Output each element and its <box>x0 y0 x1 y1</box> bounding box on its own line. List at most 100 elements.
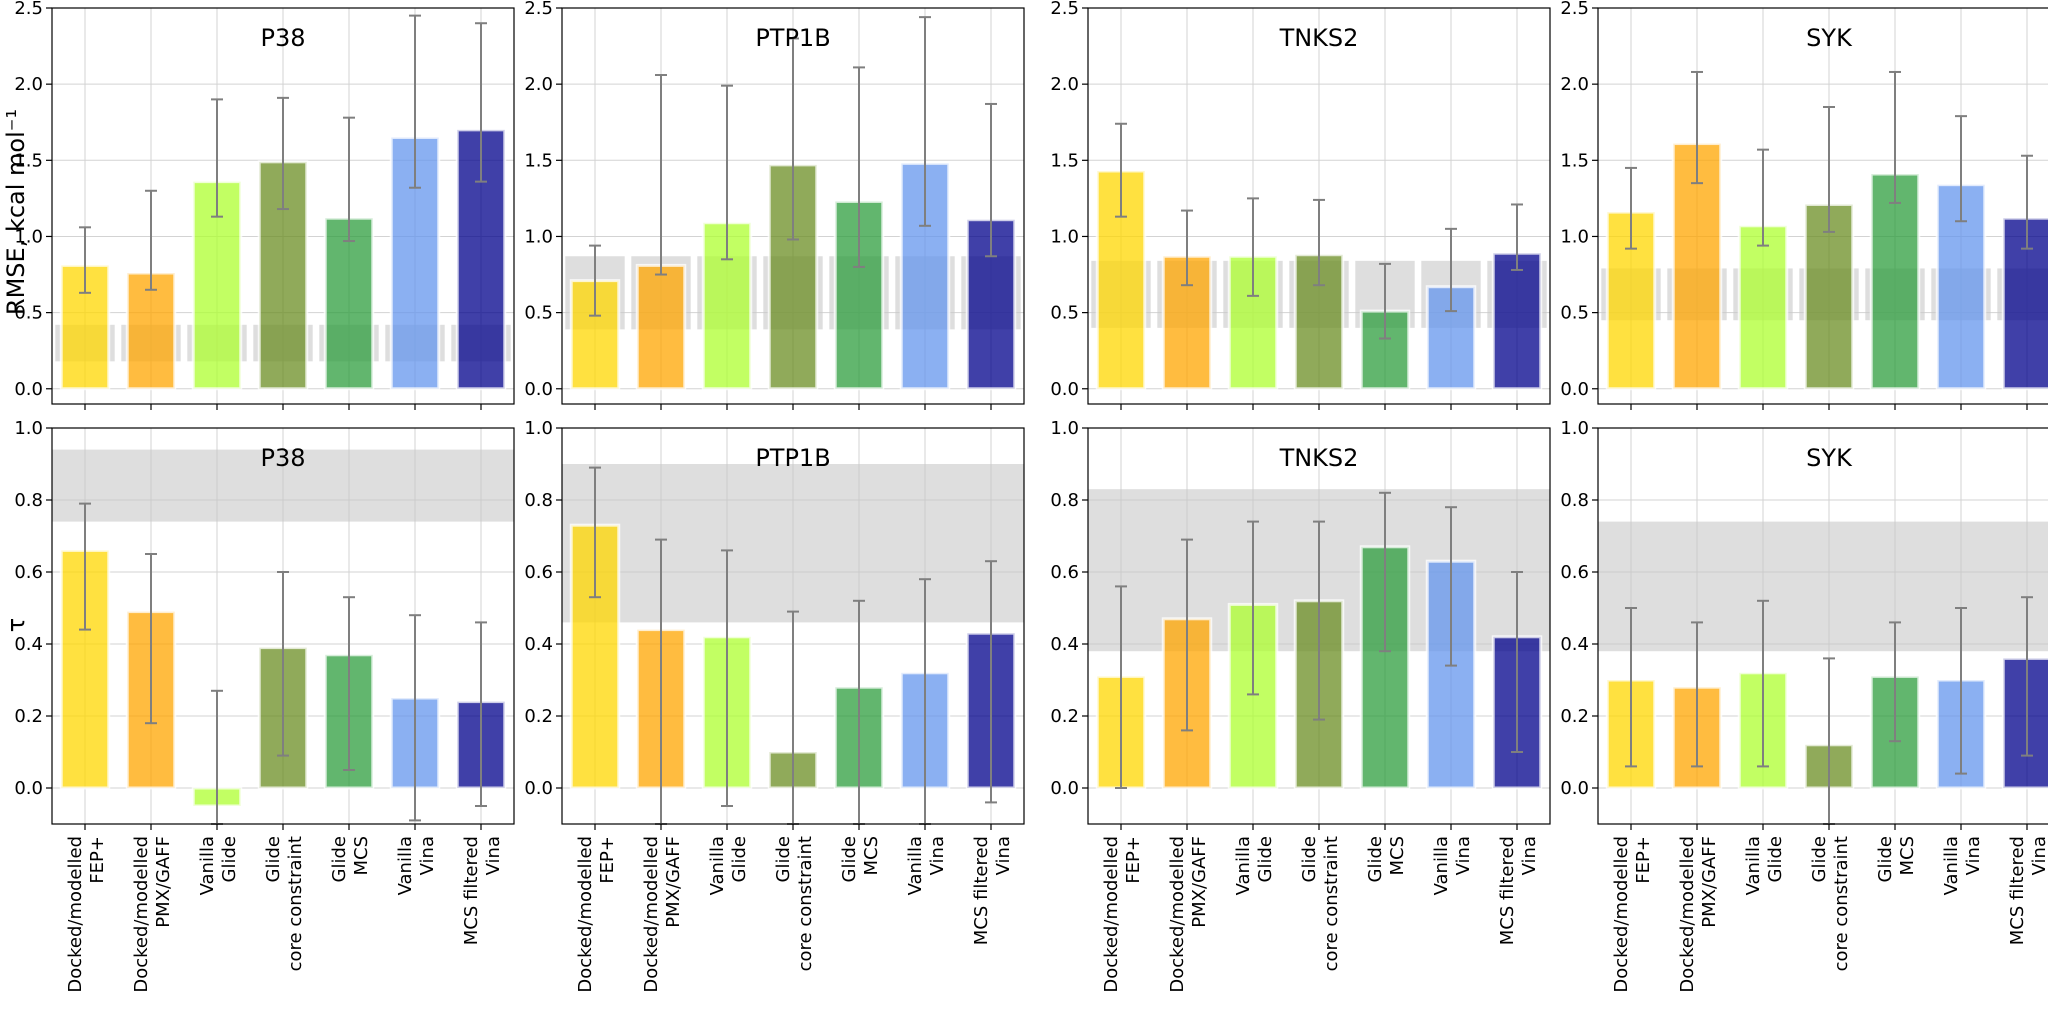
x-tick-label-line1: MCS filtered <box>2007 836 2028 945</box>
x-tick-label-line2: FEP+ <box>1123 836 1144 884</box>
bar-1 <box>1605 210 1657 391</box>
x-tick-label-line2: FEP+ <box>1633 836 1654 884</box>
bar-5 <box>323 216 375 391</box>
x-tick-label-line2: Vina <box>1453 836 1474 875</box>
panel-rmse-tnks2: 0.0 0.5 1.0 1.5 2.0 2.5 TNKS2 <box>1050 0 1551 410</box>
x-tick-label-line2: Glide <box>729 836 750 882</box>
y-tick-label: 0.6 <box>1560 562 1589 583</box>
y-tick-label: 2.5 <box>1050 0 1079 19</box>
bar-2 <box>125 271 177 391</box>
error-bar-6 <box>1955 607 1967 775</box>
x-tick-label-line2: Vina <box>2029 836 2048 875</box>
error-bar-3 <box>1757 599 1769 768</box>
x-tick-label-line1: Docked/modelled <box>575 836 596 993</box>
x-tick-label-line1: MCS filtered <box>971 836 992 945</box>
x-tick-label-line1: Glide <box>329 836 350 882</box>
x-tick-label-line2: MCS <box>1387 836 1408 876</box>
panel-title: SYK <box>1806 444 1853 472</box>
y-tick-label: 2.0 <box>1050 74 1079 95</box>
error-bar-6 <box>409 614 421 822</box>
error-bar-2 <box>1181 209 1193 287</box>
x-tick-label-line1: Vanilla <box>905 836 926 895</box>
x-tick-label-line2: MCS <box>351 836 372 876</box>
y-tick-label: 0.6 <box>14 562 43 583</box>
error-bar-6 <box>409 14 421 189</box>
y-tick-label: 2.0 <box>14 74 43 95</box>
error-bar-5 <box>1379 491 1391 653</box>
error-bar-5 <box>853 66 865 268</box>
panel-title: P38 <box>260 24 305 52</box>
x-tick-label-line2: PMX/GAFF <box>1189 836 1210 928</box>
error-bar-3 <box>1247 197 1259 297</box>
reference-band-segment <box>1598 521 2048 652</box>
x-tick-label-line1: Vanilla <box>197 836 218 895</box>
x-tick-label-line1: Docked/modelled <box>1101 836 1122 993</box>
x-tick-label-line2: Vina <box>1519 836 1540 875</box>
x-tick-label-line1: Glide <box>1875 836 1896 882</box>
y-tick-label: 0.2 <box>14 706 43 727</box>
y-tick-label: 1.0 <box>524 226 553 247</box>
error-bar-1 <box>589 244 601 317</box>
y-tick-label: 0.6 <box>524 562 553 583</box>
y-tick-label: 0.0 <box>524 778 553 799</box>
x-tick-label-line1: Glide <box>839 836 860 882</box>
x-tick-label-line1: Docked/modelled <box>1611 836 1632 993</box>
y-tick-label: 0.4 <box>14 634 43 655</box>
error-bar-4 <box>787 610 799 825</box>
panel-rmse-ptp1b: 0.0 0.5 1.0 1.5 2.0 2.5 PTP1B <box>524 0 1025 410</box>
x-tick-label-line2: Vina <box>1963 836 1984 875</box>
error-bar-3 <box>211 98 223 218</box>
y-tick-label: 1.0 <box>524 418 553 439</box>
error-bar-2 <box>145 189 157 291</box>
x-tick-label-line1: Glide <box>1809 836 1830 882</box>
x-tick-label-line1: Glide <box>1365 836 1386 882</box>
bar-2 <box>635 263 687 391</box>
error-bar-3 <box>1247 520 1259 696</box>
y-tick-label: 1.0 <box>1050 226 1079 247</box>
y-tick-label: 1.5 <box>1560 150 1589 171</box>
x-tick-label-line1: MCS filtered <box>461 836 482 945</box>
x-tick-label-line2: Vina <box>483 836 504 875</box>
y-tick-label: 0.0 <box>524 379 553 400</box>
error-bar-2 <box>1181 538 1193 732</box>
y-tick-label: 2.5 <box>14 0 43 19</box>
reference-band-segment <box>52 449 514 522</box>
error-bar-4 <box>787 37 799 241</box>
x-tick-label-line2: MCS <box>1897 836 1918 876</box>
x-tick-label-line1: Docked/modelled <box>641 836 662 993</box>
x-tick-label-line2: MCS <box>861 836 882 876</box>
error-bar-4 <box>277 96 289 211</box>
y-tick-label: 0.5 <box>1560 303 1589 324</box>
x-tick-label-line1: Docked/modelled <box>1677 836 1698 993</box>
error-bar-5 <box>343 116 355 243</box>
x-tick-label-line1: Vanilla <box>1743 836 1764 895</box>
error-bar-2 <box>1691 70 1703 185</box>
y-tick-label: 1.5 <box>14 150 43 171</box>
y-tick-label: 0.4 <box>1050 634 1079 655</box>
bar-7 <box>1491 251 1543 391</box>
reference-band <box>562 464 1024 623</box>
tau-y-axis-label: τ <box>2 618 30 632</box>
error-bar-7 <box>985 102 997 258</box>
bar-7 <box>2001 216 2048 391</box>
y-tick-label: 1.0 <box>14 226 43 247</box>
y-tick-label: 0.2 <box>524 706 553 727</box>
error-bar-5 <box>1889 70 1901 204</box>
y-tick-label: 0.0 <box>1560 379 1589 400</box>
x-tick-label-line1: Vanilla <box>1233 836 1254 895</box>
x-tick-label-line2: core constraint <box>1831 836 1852 971</box>
y-tick-label: 0.0 <box>1560 778 1589 799</box>
y-tick-label: 0.8 <box>1050 490 1079 511</box>
error-bar-4 <box>1313 198 1325 287</box>
error-bar-4 <box>1823 106 1835 233</box>
y-tick-label: 0.6 <box>1050 562 1079 583</box>
x-tick-label-line2: Glide <box>1255 836 1276 882</box>
x-tick-label-line2: PMX/GAFF <box>1699 836 1720 928</box>
error-bar-1 <box>79 226 91 294</box>
bar-5 <box>1869 172 1921 391</box>
panel-title: PTP1B <box>755 24 830 52</box>
error-bar-1 <box>589 466 601 599</box>
reference-band-segment <box>562 464 1024 623</box>
